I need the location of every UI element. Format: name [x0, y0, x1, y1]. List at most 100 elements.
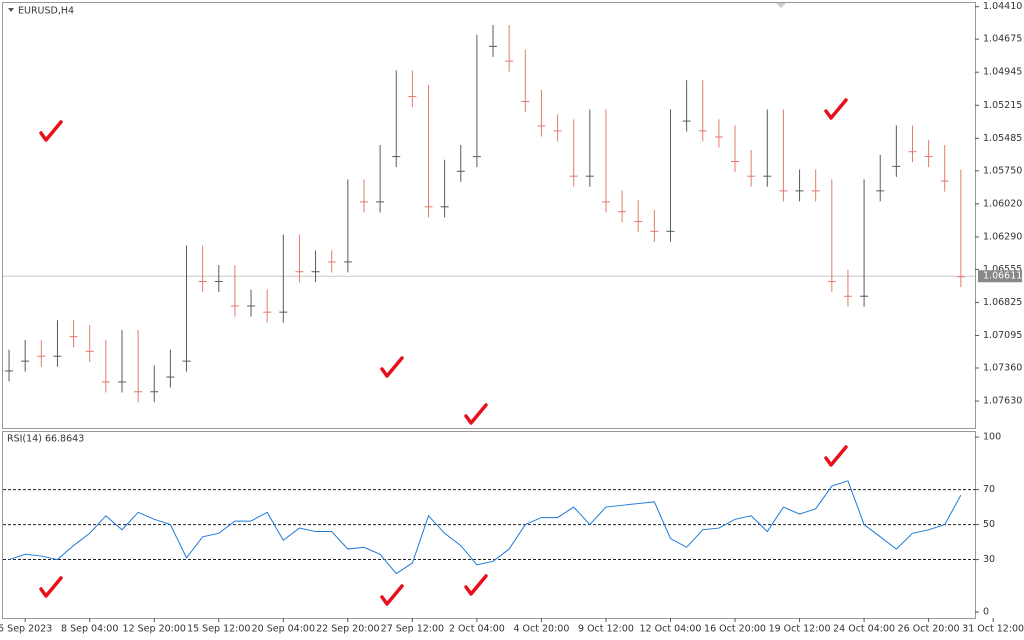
candle-body: [456, 170, 465, 172]
candle-body: [618, 211, 627, 213]
candle-body: [634, 221, 643, 223]
candle-body: [876, 190, 885, 192]
y-tick-label: 1.06290: [983, 231, 1022, 242]
candle-body: [892, 165, 901, 167]
candle-body: [279, 311, 288, 313]
candle-body: [150, 391, 159, 393]
candle-body: [311, 271, 320, 273]
x-tick-label: 12 Sep 20:00: [123, 624, 186, 635]
candle-body: [214, 281, 223, 283]
candle-body: [650, 230, 659, 232]
candle-body: [521, 100, 530, 102]
candle-body: [230, 305, 239, 307]
x-tick-label: 19 Oct 12:00: [769, 624, 831, 635]
y-tick-label: 1.04945: [983, 67, 1022, 78]
candle-body: [424, 206, 433, 208]
current-price-label: 1.06611: [983, 271, 1022, 282]
y-tick-label: 1.07360: [983, 362, 1022, 373]
candle-body: [795, 190, 804, 192]
menu-arrow[interactable]: [8, 8, 14, 12]
candle-body: [263, 311, 272, 313]
x-tick-label: 26 Oct 20:00: [898, 624, 960, 635]
candle-body: [53, 355, 62, 357]
candle-body: [714, 136, 723, 138]
signal-check: [39, 120, 63, 142]
candle-body: [327, 261, 336, 263]
y-tick-label: 1.07095: [983, 330, 1022, 341]
x-tick-label: 15 Sep 12:00: [187, 624, 250, 635]
candle-body: [85, 350, 94, 352]
y-tick-label: 1.05750: [983, 165, 1022, 176]
candle-body: [166, 376, 175, 378]
candle-body: [117, 381, 126, 383]
y-tick-label: 1.04675: [983, 34, 1022, 45]
y-tick-label: 1.06825: [983, 297, 1022, 308]
candle-body: [553, 130, 562, 132]
candle-body: [779, 190, 788, 192]
candle-body: [843, 295, 852, 297]
symbol-title: EURUSD,H4: [18, 6, 74, 17]
x-tick-label: 8 Sep 04:00: [61, 624, 118, 635]
y-tick-label: 1.07630: [983, 396, 1022, 407]
rsi-title: RSI(14) 66.8643: [7, 434, 84, 445]
y-tick-label: 1.04410: [983, 1, 1022, 12]
candle-body: [682, 120, 691, 122]
signal-check: [380, 356, 404, 378]
candle-body: [489, 45, 498, 47]
candle-body: [505, 60, 514, 62]
candle-body: [5, 370, 14, 372]
candle-body: [247, 305, 256, 307]
candle-body: [601, 201, 610, 203]
signal-check: [380, 584, 404, 606]
candle-body: [585, 175, 594, 177]
candle-body: [569, 175, 578, 177]
y-tick-label: 1.05485: [983, 133, 1022, 144]
y-tick-label: 50: [983, 519, 995, 530]
candle-body: [698, 130, 707, 132]
candle-body: [537, 125, 546, 127]
x-tick-label: 24 Oct 04:00: [833, 624, 895, 635]
candle-body: [134, 391, 143, 393]
candle-body: [731, 160, 740, 162]
candle-body: [376, 201, 385, 203]
signal-check: [464, 574, 488, 596]
candle-body: [940, 180, 949, 182]
current-price-box: [978, 270, 1022, 283]
candle-body: [408, 96, 417, 98]
candle-body: [343, 261, 352, 263]
candle-body: [392, 156, 401, 158]
shift-marker: [776, 3, 786, 8]
candle-body: [182, 360, 191, 362]
y-tick-label: 1.06020: [983, 198, 1022, 209]
x-tick-label: 4 Oct 20:00: [513, 624, 569, 635]
candle-body: [101, 381, 110, 383]
signal-check: [464, 403, 488, 425]
x-tick-label: 16 Oct 20:00: [704, 624, 766, 635]
candle-body: [860, 295, 869, 297]
rsi-line: [8, 480, 962, 575]
x-tick-label: 22 Sep 20:00: [316, 624, 379, 635]
candle-body: [747, 175, 756, 177]
y-tick-label: 1.05215: [983, 100, 1022, 111]
y-tick-label: 1.06555: [983, 264, 1022, 275]
candle-body: [472, 156, 481, 158]
price-panel: [2, 2, 976, 429]
candle-body: [21, 360, 30, 362]
candle-body: [69, 336, 78, 338]
x-tick-label: 9 Oct 12:00: [578, 624, 634, 635]
x-tick-label: 12 Oct 04:00: [640, 624, 702, 635]
candle-body: [811, 190, 820, 192]
x-tick-label: 27 Sep 12:00: [381, 624, 444, 635]
candle-body: [924, 156, 933, 158]
x-tick-label: 5 Sep 2023: [0, 624, 52, 635]
y-tick-label: 0: [983, 607, 989, 618]
candle-body: [908, 151, 917, 153]
candle-body: [827, 281, 836, 283]
candle-body: [956, 276, 965, 278]
candle-body: [198, 281, 207, 283]
candle-body: [295, 271, 304, 273]
x-tick-label: 20 Sep 04:00: [252, 624, 315, 635]
signals: [39, 98, 848, 606]
